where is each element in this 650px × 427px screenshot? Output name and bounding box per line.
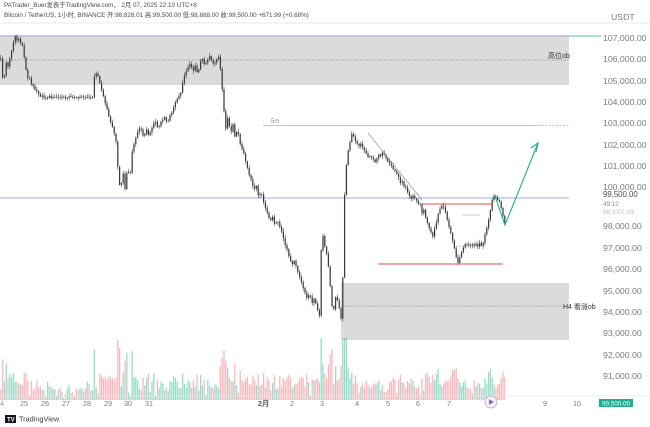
svg-text:31: 31: [145, 399, 153, 408]
svg-text:101,000.00: 101,000.00: [603, 161, 647, 171]
svg-text:97,000.00: 97,000.00: [603, 243, 642, 253]
svg-text:99,500.00: 99,500.00: [602, 401, 631, 408]
svg-text:95,000.00: 95,000.00: [603, 286, 642, 296]
svg-text:H4 看涨ob: H4 看涨ob: [563, 302, 596, 311]
svg-text:49:12: 49:12: [603, 201, 619, 208]
svg-text:104,000.00: 104,000.00: [603, 97, 647, 107]
svg-text:92,000.00: 92,000.00: [603, 350, 642, 360]
svg-text:99,500.00: 99,500.00: [603, 190, 638, 199]
svg-text:PATrader_Buer发表于TradingView.co: PATrader_Buer发表于TradingView.com， 2月 07, …: [4, 0, 197, 9]
svg-text:106,000.00: 106,000.00: [603, 54, 647, 64]
svg-text:3: 3: [320, 399, 324, 408]
svg-text:28: 28: [83, 399, 91, 408]
svg-text:TV: TV: [7, 417, 15, 423]
svg-text:93,000.00: 93,000.00: [603, 328, 642, 338]
svg-text:USDT: USDT: [611, 12, 635, 22]
svg-text:25: 25: [20, 399, 28, 408]
svg-text:7: 7: [447, 399, 451, 408]
svg-text:103,000.00: 103,000.00: [603, 118, 647, 128]
svg-text:5: 5: [386, 399, 390, 408]
svg-text:TradingView: TradingView: [19, 414, 60, 423]
svg-text:高位ob: 高位ob: [548, 51, 570, 60]
svg-text:98,000.00: 98,000.00: [603, 221, 642, 231]
svg-text:91,000.00: 91,000.00: [603, 371, 642, 381]
svg-text:26: 26: [41, 399, 49, 408]
svg-text:6: 6: [416, 399, 420, 408]
svg-text:4: 4: [0, 399, 4, 408]
svg-text:Bitcoin / TetherUS, 1小时, BINAN: Bitcoin / TetherUS, 1小时, BINANCE 开:98,82…: [4, 10, 309, 19]
svg-text:5m: 5m: [271, 119, 279, 125]
svg-text:105,000.00: 105,000.00: [603, 76, 647, 86]
svg-text:4: 4: [355, 399, 359, 408]
svg-text:2月: 2月: [258, 399, 269, 408]
svg-text:102,000.00: 102,000.00: [603, 140, 647, 150]
svg-text:107,000.00: 107,000.00: [603, 33, 647, 43]
svg-text:10: 10: [573, 399, 581, 408]
svg-text:30: 30: [124, 399, 132, 408]
svg-text:29: 29: [104, 399, 112, 408]
svg-text:9: 9: [543, 399, 547, 408]
svg-text:94,000.00: 94,000.00: [603, 307, 642, 317]
svg-text:27: 27: [62, 399, 70, 408]
svg-text:99,XXX.XX: 99,XXX.XX: [603, 209, 635, 216]
svg-text:96,000.00: 96,000.00: [603, 264, 642, 274]
svg-text:2: 2: [290, 399, 294, 408]
